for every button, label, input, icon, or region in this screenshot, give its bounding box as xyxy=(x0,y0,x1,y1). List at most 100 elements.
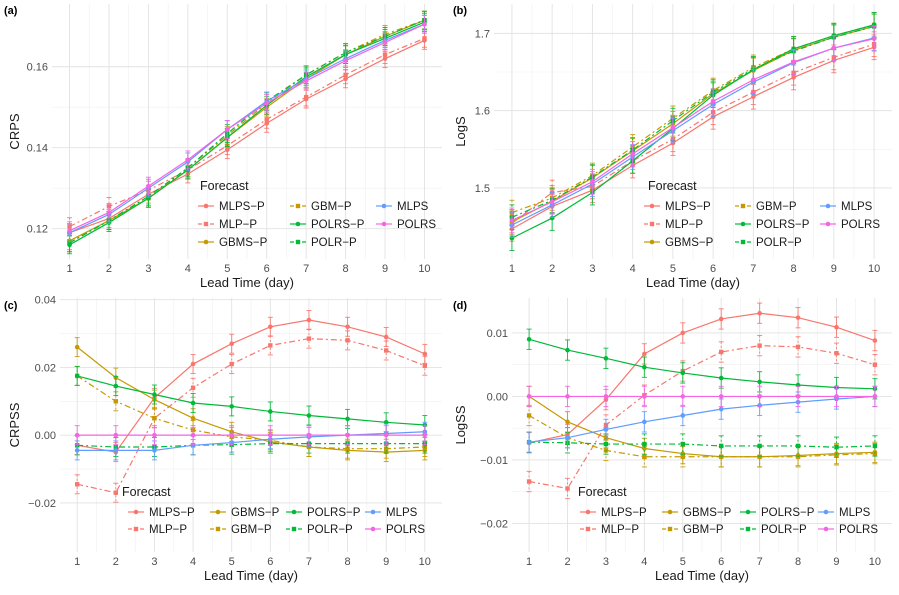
data-point xyxy=(757,343,762,348)
data-point xyxy=(509,218,515,223)
data-point xyxy=(526,336,532,342)
legend-key-marker xyxy=(203,203,209,209)
legend-label: MLPS xyxy=(397,201,429,213)
data-point xyxy=(113,448,119,453)
legend-label: POLRS−P xyxy=(756,219,810,231)
data-point xyxy=(757,310,762,316)
legend-label: MLPS xyxy=(839,507,871,519)
x-tick-label: 10 xyxy=(868,263,880,275)
x-tick-label: 2 xyxy=(549,263,555,275)
legend-label: MLPS−P xyxy=(149,507,195,519)
x-tick-label: 3 xyxy=(589,263,595,275)
series-line xyxy=(528,345,876,490)
y-tick-label: 0.04 xyxy=(35,295,56,307)
data-point xyxy=(343,58,348,63)
x-tick-label: 1 xyxy=(509,263,515,275)
data-point xyxy=(642,419,647,425)
legend-key-marker xyxy=(585,509,591,515)
x-tick-label: 7 xyxy=(303,263,309,275)
legend-label: MLP−P xyxy=(601,524,639,536)
x-tick-label: 9 xyxy=(831,263,837,275)
legend-label: GBM−P xyxy=(231,524,272,536)
legend-key-marker xyxy=(585,526,591,532)
legend-label: POLRS−P xyxy=(761,507,815,519)
x-tick-label: 5 xyxy=(229,556,235,568)
x-tick-label: 5 xyxy=(224,263,230,275)
data-point xyxy=(757,443,762,449)
panel-a: 1 2 3 4 5 6 7 8 9 10 0.12 0.14 0.16 Lead Time (day) CR… xyxy=(4,4,442,290)
legend-label: POLRS−P xyxy=(307,507,361,519)
legend-item-mlps: MLPS xyxy=(818,507,871,519)
data-point xyxy=(718,316,724,322)
data-point xyxy=(642,351,647,357)
legend-key-marker xyxy=(825,221,831,227)
x-axis-title: Lead Time (day) xyxy=(655,568,749,583)
x-tick-label: 3 xyxy=(603,556,609,568)
legend-key-marker xyxy=(291,526,297,532)
series-line xyxy=(77,443,425,448)
data-point xyxy=(306,432,312,438)
series-line xyxy=(511,46,875,230)
legend-item-polrs: POLRS xyxy=(376,219,436,231)
panel-b: 1 2 3 4 5 6 7 8 9 10 1.5 1.6 1.7 Lead Time (day) LogS (… xyxy=(453,4,892,290)
legend-item-mlps: MLPS xyxy=(820,201,873,213)
legend-item-mlps-p: MLPS−P xyxy=(198,201,265,213)
series-line xyxy=(528,395,875,458)
data-point xyxy=(795,315,801,320)
legend-title: Forecast xyxy=(200,179,249,193)
series-line xyxy=(69,37,425,228)
x-tick-label: 3 xyxy=(151,556,157,568)
data-point xyxy=(185,157,191,163)
data-point xyxy=(345,432,350,438)
series-line xyxy=(511,25,875,218)
data-point xyxy=(642,441,647,447)
legend-label: GBMS−P xyxy=(219,237,268,249)
y-tick-label: 0.00 xyxy=(35,430,56,442)
legend-item-gbms-p: GBMS−P xyxy=(662,507,732,519)
x-tick-label: 9 xyxy=(383,556,389,568)
data-point xyxy=(526,394,532,399)
data-point xyxy=(795,344,801,350)
panel-tag: (a) xyxy=(4,5,18,17)
x-tick-label: 10 xyxy=(419,556,431,568)
data-point xyxy=(383,419,389,425)
legend-key-marker xyxy=(649,203,655,209)
x-axis-title: Lead Time (day) xyxy=(200,275,294,290)
series-line xyxy=(69,23,425,232)
data-point xyxy=(383,334,389,340)
legend-label: POLRS xyxy=(839,524,878,536)
data-point xyxy=(190,400,196,406)
legend-title: Forecast xyxy=(648,179,697,193)
data-point xyxy=(526,479,532,484)
y-tick-label: 0.14 xyxy=(27,143,48,155)
data-point xyxy=(526,439,532,445)
series-line xyxy=(77,431,425,451)
legend-label: POLR−P xyxy=(311,237,357,249)
data-point xyxy=(74,482,80,487)
legend-label: POLRS xyxy=(397,219,436,231)
x-tick-label: 4 xyxy=(630,263,636,275)
legend-key-marker xyxy=(825,203,831,209)
series-line xyxy=(77,319,426,453)
data-point xyxy=(718,406,724,412)
y-tick-label: 0.00 xyxy=(487,391,508,403)
x-tick-label: 8 xyxy=(795,556,801,568)
legend-item-polrs-p: POLRS−P xyxy=(735,219,810,231)
data-point xyxy=(106,210,112,215)
data-point xyxy=(757,454,762,459)
legend-label: GBMS−P xyxy=(231,507,280,519)
data-point xyxy=(718,375,724,381)
y-tick-label: 0.02 xyxy=(35,362,56,374)
legend-title: Forecast xyxy=(578,485,627,499)
data-point xyxy=(831,45,837,51)
legend-item-mlp-p: MLP−P xyxy=(644,219,703,231)
data-point xyxy=(67,240,72,246)
legend-item-gbms-p: GBMS−P xyxy=(644,237,714,249)
x-tick-label: 1 xyxy=(66,263,72,275)
legend-item-gbm-p: GBM−P xyxy=(210,524,272,536)
y-tick-label: −0.02 xyxy=(480,518,508,530)
data-point xyxy=(303,94,309,100)
x-tick-label: 2 xyxy=(113,556,119,568)
legend-key-marker xyxy=(745,526,751,532)
